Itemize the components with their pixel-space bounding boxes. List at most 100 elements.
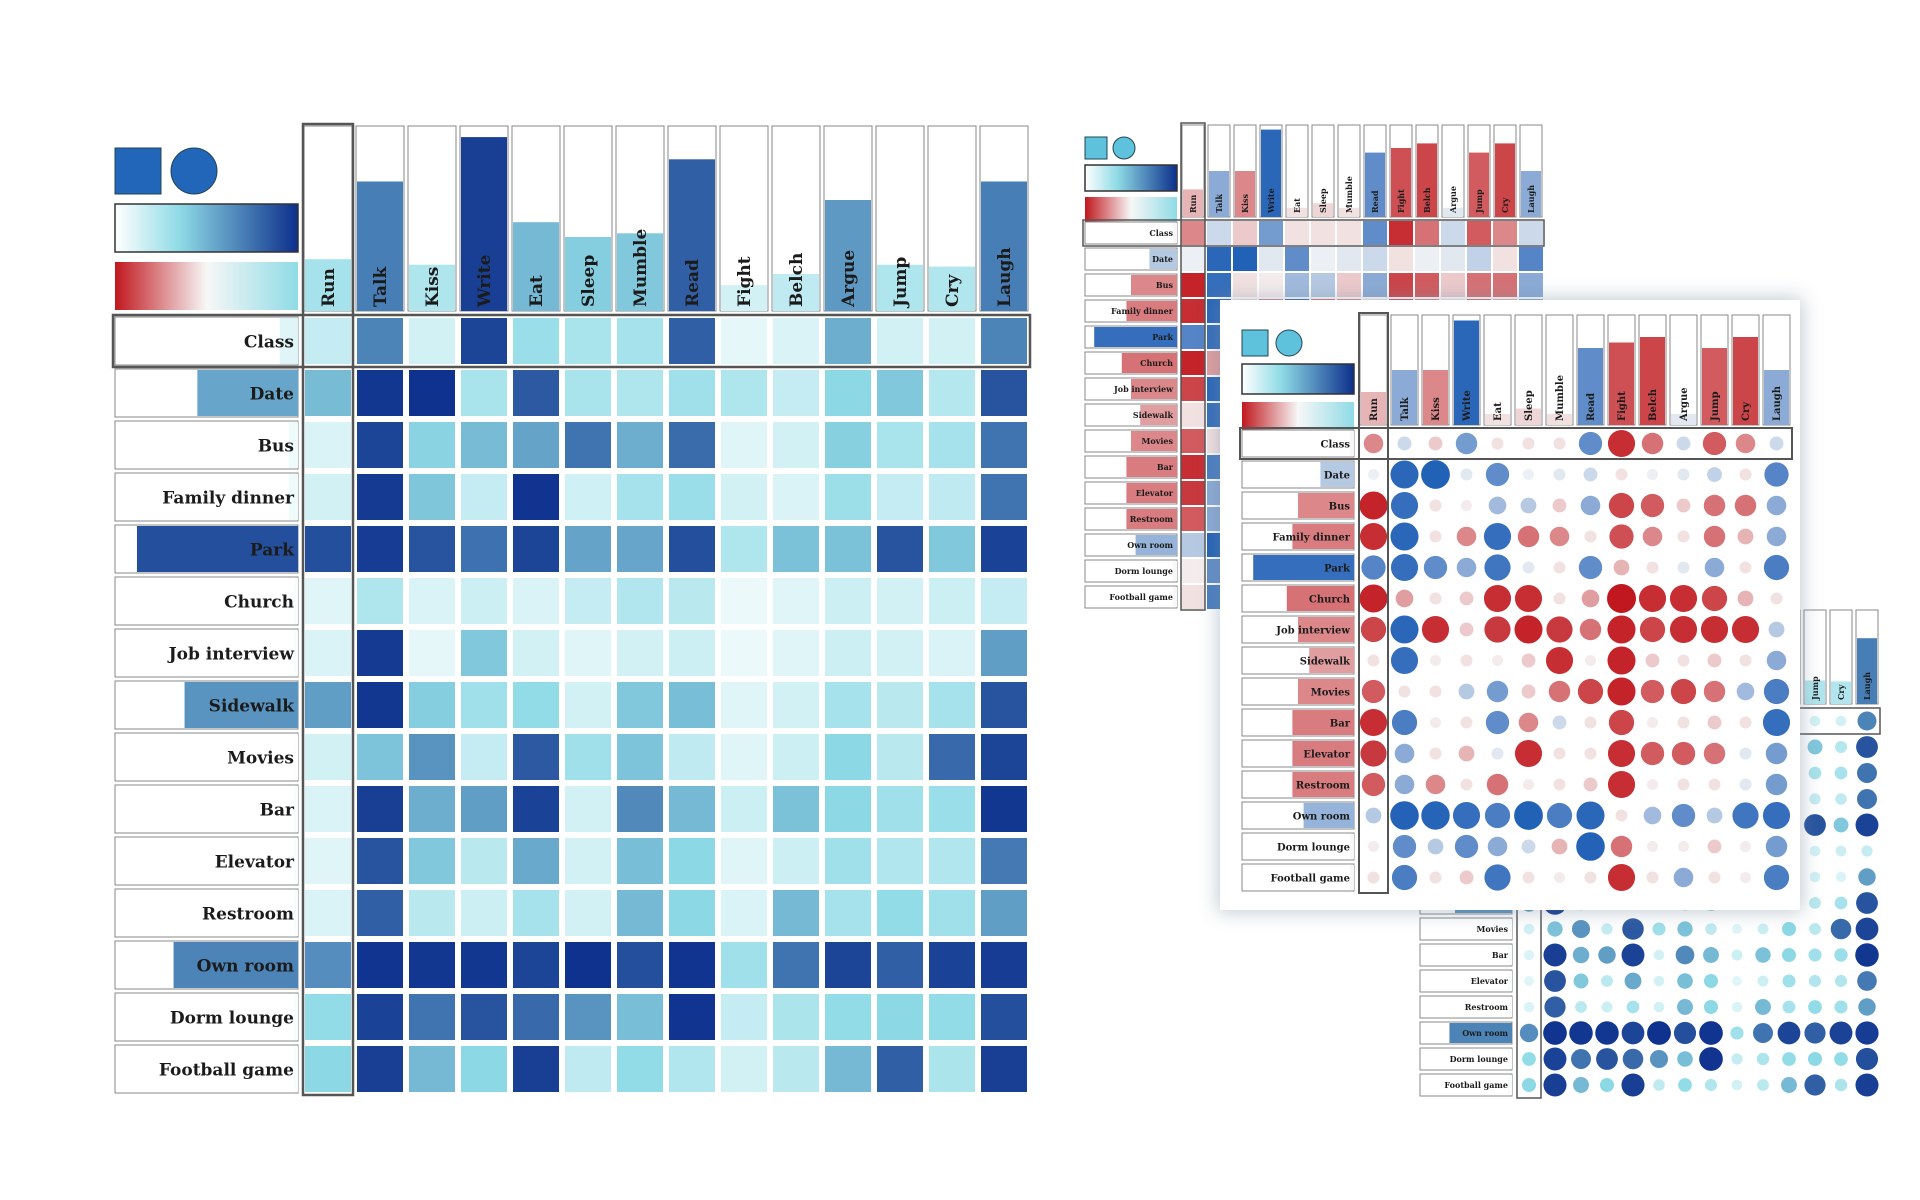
back-cell (1467, 273, 1491, 297)
back-row-header-bar (1094, 327, 1177, 347)
front-col-header-bar (1454, 320, 1479, 425)
corner-cell (1595, 1021, 1619, 1045)
front-cell (1518, 712, 1539, 733)
back-col-label: Jump (1474, 189, 1484, 214)
front-cell (1520, 497, 1537, 514)
main-cell (357, 942, 403, 988)
main-cell (825, 1046, 871, 1092)
corner-cell (1833, 817, 1849, 833)
front-cell (1427, 838, 1444, 855)
main-cell (877, 370, 923, 416)
back-legend-div-gradient (1085, 197, 1177, 223)
front-cell (1485, 462, 1510, 487)
front-cell (1394, 743, 1415, 764)
back-cell (1181, 273, 1205, 297)
back-cell (1311, 247, 1335, 271)
front-cell (1390, 646, 1419, 675)
main-col-header-bar (461, 137, 507, 311)
corner-cell (1855, 1073, 1879, 1097)
front-cell (1707, 653, 1722, 668)
front-cell (1577, 678, 1604, 705)
main-cell (773, 422, 819, 468)
front-cell (1615, 468, 1628, 481)
back-cell (1181, 403, 1205, 427)
front-cell (1521, 839, 1536, 854)
front-col-label: Argue (1679, 387, 1690, 422)
main-cell (513, 370, 559, 416)
front-col-header-bar (1609, 342, 1634, 425)
main-cell (565, 734, 611, 780)
main-cell (357, 1046, 403, 1092)
back-cell (1363, 273, 1387, 297)
corner-cell (1757, 1079, 1769, 1091)
back-cell (1285, 221, 1309, 245)
front-col-label: Mumble (1555, 375, 1566, 421)
main-col-label: Kiss (423, 267, 443, 307)
corner-cell (1835, 715, 1847, 727)
corner-cell (1543, 943, 1567, 967)
main-cell (877, 734, 923, 780)
back-cell (1337, 273, 1361, 297)
corner-cell (1598, 946, 1616, 964)
back-col-header-bar (1417, 143, 1437, 217)
back-col-header-bar (1365, 152, 1385, 217)
main-row-label: Own room (197, 956, 294, 976)
back-cell (1389, 247, 1413, 271)
corner-cell (1834, 974, 1848, 988)
front-cell (1739, 468, 1752, 481)
main-first-col-frame (301, 122, 355, 1097)
corner-cell (1626, 1000, 1640, 1014)
corner-cell (1809, 845, 1821, 857)
main-cell (461, 318, 507, 364)
front-cell (1429, 530, 1442, 543)
corner-cell (1678, 1078, 1692, 1092)
back-col-label: Argue (1448, 186, 1458, 214)
main-cell (773, 682, 819, 728)
corner-cell (1835, 871, 1847, 883)
front-col-header-frame (1483, 314, 1512, 426)
corner-cell (1777, 1021, 1801, 1045)
main-cell (981, 682, 1027, 728)
front-cell (1765, 835, 1788, 858)
front-cell (1491, 747, 1504, 760)
main-cell (825, 526, 871, 572)
main-row-label: Bar (260, 800, 295, 820)
main-cell (825, 890, 871, 936)
corner-cell (1804, 1074, 1826, 1096)
back-cell (1493, 247, 1517, 271)
corner-cell (1807, 1051, 1823, 1067)
front-cell (1367, 654, 1380, 667)
corner-cell (1731, 1079, 1743, 1091)
front-cell (1739, 871, 1752, 884)
corner-cell (1808, 974, 1822, 988)
front-cell (1638, 584, 1667, 613)
back-col-header-bar (1339, 207, 1359, 217)
main-cell (981, 838, 1027, 884)
front-cell (1460, 468, 1473, 481)
back-col-label: Kiss (1240, 194, 1250, 213)
main-cell (565, 838, 611, 884)
corner-cell (1856, 736, 1878, 758)
main-cell (773, 370, 819, 416)
corner-cell (1855, 917, 1879, 941)
front-cell (1762, 708, 1791, 737)
back-cell (1467, 247, 1491, 271)
front-col-header-bar (1423, 370, 1448, 425)
main-cell (357, 578, 403, 624)
main-row-label: Sidewalk (209, 696, 296, 716)
front-cell (1610, 835, 1633, 858)
front-cell (1739, 654, 1752, 667)
corner-cell (1621, 943, 1645, 967)
front-cell (1485, 710, 1510, 735)
main-cell (773, 474, 819, 520)
front-cell (1677, 840, 1690, 853)
front-cell (1397, 436, 1412, 451)
corner-cell (1834, 896, 1848, 910)
main-cell (305, 578, 351, 624)
front-cell (1677, 716, 1690, 729)
front-cell (1514, 615, 1543, 644)
back-row-label: Own room (1127, 540, 1173, 550)
front-cell (1452, 801, 1481, 830)
back-cell (1181, 247, 1205, 271)
front-cell (1708, 871, 1721, 884)
